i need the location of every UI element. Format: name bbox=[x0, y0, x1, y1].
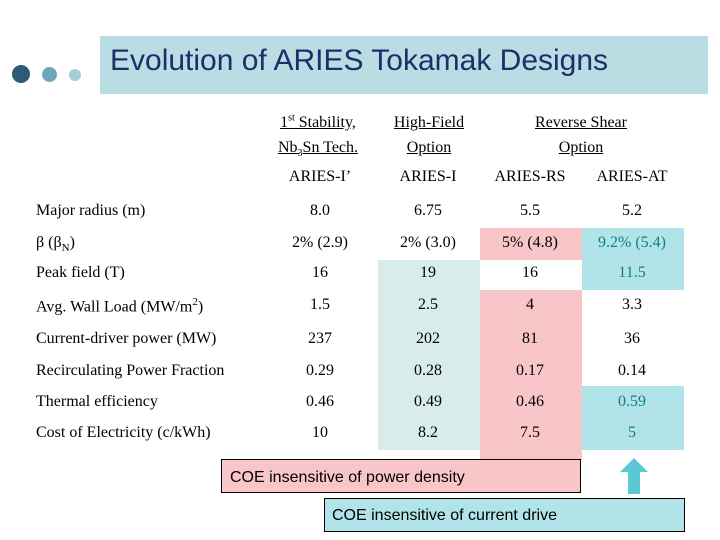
table-cell: 5% (4.8) bbox=[502, 234, 558, 251]
highlight-aries-at-beta-field bbox=[582, 228, 684, 290]
row-label-wall-load: Avg. Wall Load (MW/m2) bbox=[36, 296, 204, 316]
table-cell: 16 bbox=[312, 264, 328, 281]
design-name: ARIES-I’ bbox=[288, 168, 352, 185]
table-cell: 2% (2.9) bbox=[292, 234, 348, 251]
row-label-beta: β (βN) bbox=[36, 234, 75, 255]
table-cell: 3.3 bbox=[622, 296, 642, 313]
table-cell: 7.5 bbox=[520, 424, 540, 441]
table-cell: 1.5 bbox=[310, 296, 330, 313]
table-cell: 11.5 bbox=[618, 264, 646, 281]
table-cell: 4 bbox=[526, 296, 534, 313]
table-cell: 16 bbox=[522, 264, 538, 281]
highlight-aries-rs-beta bbox=[480, 228, 582, 260]
table-cell: 10 bbox=[312, 424, 328, 441]
col-header-first-stability: 1st Stability, Nb3Sn Tech. bbox=[277, 112, 359, 160]
table-cell: 0.46 bbox=[516, 393, 544, 410]
row-label-thermal-efficiency: Thermal efficiency bbox=[36, 393, 158, 410]
up-arrow-icon bbox=[620, 458, 648, 494]
row-label-current-driver: Current-driver power (MW) bbox=[36, 330, 217, 347]
table-cell: 36 bbox=[624, 330, 640, 347]
bullet-dot-large bbox=[12, 65, 30, 83]
highlight-aries-i-column bbox=[378, 260, 480, 450]
table-cell: 0.28 bbox=[414, 362, 442, 379]
bullet-dot-medium bbox=[42, 67, 57, 82]
design-name: ARIES-RS bbox=[494, 168, 566, 185]
row-label-recirculating: Recirculating Power Fraction bbox=[36, 362, 225, 379]
table-cell: 0.17 bbox=[516, 362, 544, 379]
table-cell: 2% (3.0) bbox=[400, 234, 456, 251]
row-label-peak-field: Peak field (T) bbox=[36, 264, 125, 281]
note-current-drive: COE insensitive of current drive bbox=[324, 498, 685, 532]
col-header-high-field: High-Field Option bbox=[393, 114, 465, 156]
table-cell: 9.2% (5.4) bbox=[598, 234, 666, 251]
slide-title: Evolution of ARIES Tokamak Designs bbox=[110, 44, 609, 77]
col-header-reverse-shear: Reverse Shear Option bbox=[535, 114, 627, 156]
table-cell: 237 bbox=[308, 330, 332, 347]
note-power-density: COE insensitive of power density bbox=[221, 459, 581, 493]
table-cell: 5.2 bbox=[622, 202, 642, 219]
title-band bbox=[100, 36, 708, 94]
table-cell: 81 bbox=[522, 330, 538, 347]
design-name: ARIES-AT bbox=[596, 168, 668, 185]
table-cell: 5 bbox=[628, 424, 636, 441]
table-cell: 8.0 bbox=[310, 202, 330, 219]
table-cell: 6.75 bbox=[414, 202, 442, 219]
highlight-aries-rs-column bbox=[480, 290, 582, 460]
table-cell: 5.5 bbox=[520, 202, 540, 219]
table-cell: 0.46 bbox=[306, 393, 334, 410]
table-cell: 19 bbox=[420, 264, 436, 281]
bullet-dot-small bbox=[69, 69, 81, 81]
table-cell: 8.2 bbox=[418, 424, 438, 441]
table-cell: 0.29 bbox=[306, 362, 334, 379]
design-name: ARIES-I bbox=[399, 168, 457, 185]
table-cell: 202 bbox=[416, 330, 440, 347]
row-label-major-radius: Major radius (m) bbox=[36, 202, 146, 219]
row-label-cost-of-electricity: Cost of Electricity (c/kWh) bbox=[36, 424, 211, 441]
table-cell: 0.49 bbox=[414, 393, 442, 410]
highlight-aries-at-lower bbox=[582, 386, 684, 450]
table-cell: 0.14 bbox=[618, 362, 646, 379]
table-cell: 2.5 bbox=[418, 296, 438, 313]
table-cell: 0.59 bbox=[618, 393, 646, 410]
